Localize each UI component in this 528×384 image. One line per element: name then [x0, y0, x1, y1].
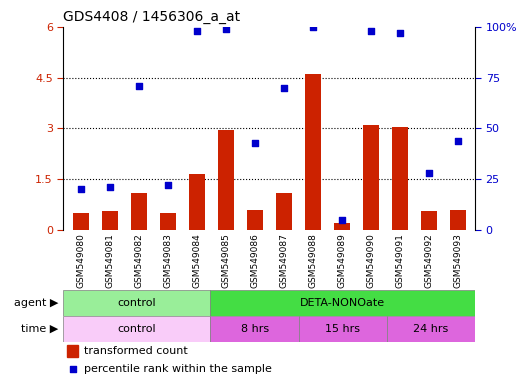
Bar	[63, 290, 211, 316]
Text: 15 hrs: 15 hrs	[325, 324, 360, 334]
Text: control: control	[118, 298, 156, 308]
Bar	[305, 74, 321, 230]
Text: GDS4408 / 1456306_a_at: GDS4408 / 1456306_a_at	[63, 10, 240, 25]
Bar	[131, 193, 147, 230]
Text: 8 hrs: 8 hrs	[241, 324, 269, 334]
Text: percentile rank within the sample: percentile rank within the sample	[84, 364, 272, 374]
Point	[279, 85, 288, 91]
Text: time ▶: time ▶	[21, 324, 58, 334]
Text: 24 hrs: 24 hrs	[413, 324, 449, 334]
Bar	[218, 130, 234, 230]
Text: GSM549084: GSM549084	[192, 233, 201, 288]
Bar	[211, 290, 475, 316]
Text: GSM549088: GSM549088	[308, 233, 317, 288]
Bar	[160, 213, 176, 230]
Bar	[299, 316, 387, 342]
Bar	[392, 127, 408, 230]
Text: agent ▶: agent ▶	[14, 298, 58, 308]
Point	[251, 140, 259, 146]
Text: GSM549085: GSM549085	[221, 233, 230, 288]
Text: GSM549091: GSM549091	[395, 233, 404, 288]
Text: GSM549092: GSM549092	[425, 233, 433, 288]
Bar	[73, 213, 89, 230]
Point	[425, 170, 433, 176]
Point	[106, 184, 114, 190]
Point	[222, 26, 230, 32]
Point	[366, 28, 375, 34]
Bar	[189, 174, 205, 230]
Point	[164, 182, 172, 189]
Bar	[68, 345, 78, 357]
Point	[69, 366, 77, 372]
Text: GSM549093: GSM549093	[454, 233, 463, 288]
Text: GSM549080: GSM549080	[76, 233, 85, 288]
Bar	[334, 223, 350, 230]
Text: GSM549082: GSM549082	[134, 233, 143, 288]
Text: GSM549087: GSM549087	[279, 233, 288, 288]
Point	[395, 30, 404, 36]
Point	[337, 217, 346, 223]
Bar	[421, 212, 437, 230]
Text: GSM549083: GSM549083	[163, 233, 172, 288]
Point	[77, 186, 85, 192]
Bar	[363, 125, 379, 230]
Bar	[450, 210, 466, 230]
Text: GSM549090: GSM549090	[366, 233, 375, 288]
Text: GSM549089: GSM549089	[337, 233, 346, 288]
Bar	[247, 210, 263, 230]
Bar	[211, 316, 299, 342]
Text: GSM549081: GSM549081	[105, 233, 114, 288]
Text: DETA-NONOate: DETA-NONOate	[300, 298, 385, 308]
Bar	[276, 193, 292, 230]
Bar	[102, 212, 118, 230]
Point	[308, 24, 317, 30]
Bar	[387, 316, 475, 342]
Point	[193, 28, 201, 34]
Point	[135, 83, 143, 89]
Point	[454, 137, 462, 144]
Text: transformed count: transformed count	[84, 346, 187, 356]
Text: control: control	[118, 324, 156, 334]
Text: GSM549086: GSM549086	[250, 233, 259, 288]
Bar	[63, 316, 211, 342]
